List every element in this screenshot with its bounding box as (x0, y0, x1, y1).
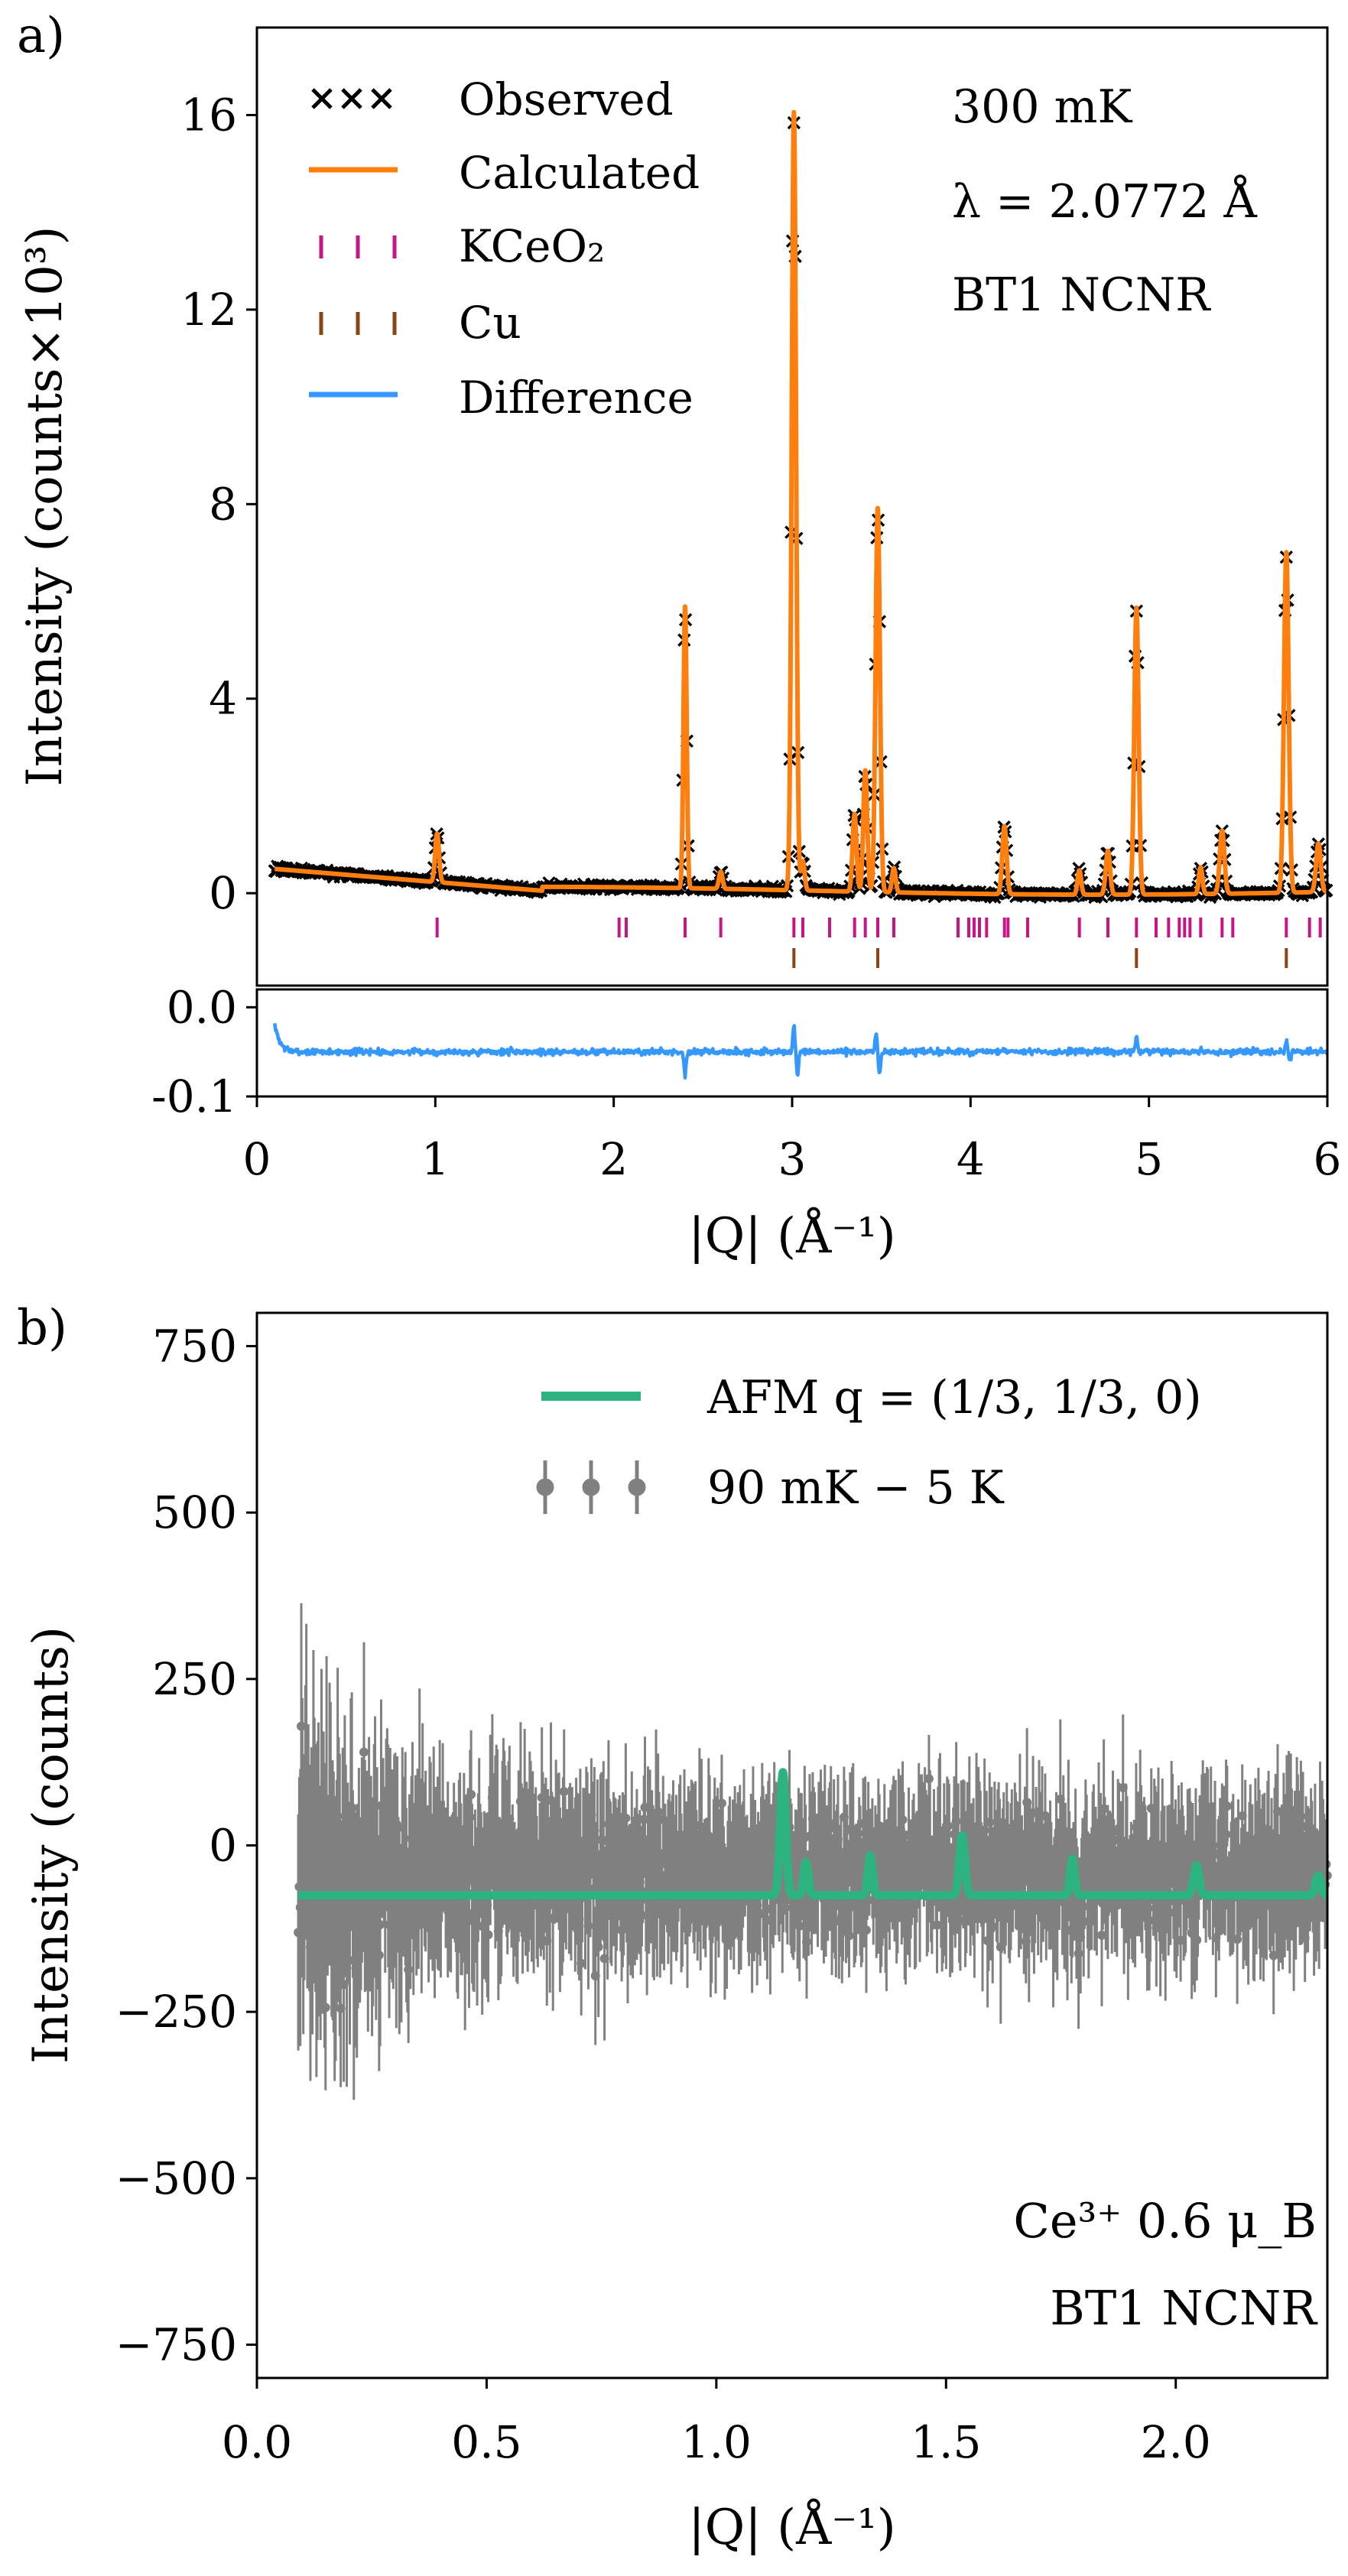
data-point (320, 2003, 330, 2012)
x-tick-label: 2.0 (1141, 2416, 1211, 2468)
observed-markers (268, 115, 1333, 905)
x-tick-label: 0 (243, 1133, 271, 1185)
data-point (559, 1787, 569, 1797)
y-tick-label: 12 (180, 284, 237, 336)
panel-a-diff-yticks: -0.1 0.0 (151, 981, 257, 1122)
panel-b-xticks: 0.0 0.5 1.0 1.5 2.0 (222, 2378, 1211, 2468)
y-tick-label: −500 (115, 2152, 237, 2204)
y-tick-label: 4 (209, 673, 237, 725)
legend-data-label: 90 mK − 5 K (707, 1461, 1005, 1515)
y-tick-label: 0 (209, 1820, 237, 1872)
x-tick-label: 3 (778, 1133, 807, 1185)
annotation-instrument: BT1 NCNR (952, 268, 1211, 322)
y-tick-label: 0.0 (167, 981, 237, 1033)
data-point (1222, 1801, 1232, 1811)
data-point (466, 1790, 476, 1800)
panel-b-ylabel: Intensity (counts) (23, 1626, 80, 2064)
legend-cu-label: Cu (459, 297, 521, 349)
panel-b-data (294, 1603, 1332, 2100)
panel-a-yticks: 0 4 8 12 16 (180, 89, 257, 919)
legend-kceo2-marker (319, 236, 397, 258)
data-point (359, 1747, 369, 1757)
x-tick-label: 1 (421, 1133, 450, 1185)
legend-afm-label: AFM q = (1/3, 1/3, 0) (706, 1371, 1202, 1424)
y-tick-label: 500 (152, 1486, 237, 1538)
data-point (621, 1813, 631, 1823)
panel-b-yticks: −750 −500 −250 0 250 500 750 (115, 1320, 257, 2370)
data-point (861, 1925, 871, 1935)
y-tick-label: 0 (209, 867, 237, 919)
legend-observed-label: Observed (459, 73, 674, 125)
legend-data-marker (536, 1460, 646, 1514)
annotation-instrument-b: BT1 NCNR (1050, 2280, 1318, 2336)
panel-b-annotations: Ce³⁺ 0.6 μ_B BT1 NCNR (1013, 2193, 1318, 2336)
annotation-moment: Ce³⁺ 0.6 μ_B (1013, 2193, 1317, 2249)
panel-a-annotations: 300 mK λ = 2.0772 Å BT1 NCNR (952, 80, 1257, 322)
panel-a-traces (268, 109, 1333, 968)
calculated-line (272, 109, 1330, 898)
panel-a-difference: -0.1 0.0 0 1 2 3 4 5 6 |Q| (Å⁻¹) (151, 981, 1341, 1265)
panel-b: −750 −500 −250 0 250 500 750 0.0 0.5 1.0 1.5 2.0 I… (23, 1311, 1332, 2556)
panel-a-axes-frame (255, 26, 1329, 987)
panel-a-diff-frame (255, 988, 1329, 1098)
legend-kceo2-label: KCeO₂ (459, 220, 605, 272)
legend-cu-marker (319, 312, 397, 335)
panel-b-label: b) (17, 1300, 67, 1356)
x-tick-label: 1.0 (681, 2416, 752, 2468)
x-tick-label: 6 (1314, 1133, 1342, 1185)
panel-a-diff-trace (273, 1022, 1329, 1080)
y-tick-label: 750 (152, 1320, 237, 1372)
panel-b-legend: AFM q = (1/3, 1/3, 0) 90 mK − 5 K (536, 1371, 1202, 1515)
legend-observed-marker (311, 88, 392, 109)
panel-b-xlabel: |Q| (Å⁻¹) (688, 2499, 896, 2556)
difference-data-points (294, 1603, 1332, 2100)
y-tick-label: −250 (115, 1986, 237, 2038)
x-tick-label: 4 (957, 1133, 985, 1185)
y-tick-label: -0.1 (151, 1070, 237, 1122)
y-tick-label: −750 (115, 2318, 237, 2370)
difference-line (273, 1022, 1329, 1080)
panel-a-main: 0 4 8 12 16 Intensity (counts×10³) Observed … (17, 26, 1333, 987)
x-tick-label: 5 (1135, 1133, 1163, 1185)
data-point (483, 1930, 493, 1940)
panel-a-ylabel: Intensity (counts×10³) (17, 226, 73, 787)
panel-a-xticks: 0 1 2 3 4 5 6 (243, 1096, 1342, 1185)
x-tick-label: 1.5 (911, 2416, 981, 2468)
legend-difference-label: Difference (459, 372, 693, 424)
y-tick-label: 250 (152, 1653, 237, 1705)
x-tick-label: 0.0 (222, 2416, 292, 2468)
annotation-temperature: 300 mK (952, 80, 1132, 134)
annotation-wavelength: λ = 2.0772 Å (952, 174, 1257, 229)
y-tick-label: 8 (209, 478, 237, 530)
panel-a-legend: Observed Calculated KCeO₂ Cu Difference (309, 73, 700, 424)
legend-calculated-label: Calculated (459, 147, 700, 199)
panel-a-label: a) (17, 8, 65, 64)
x-tick-label: 0.5 (451, 2416, 521, 2468)
y-tick-label: 16 (180, 89, 237, 141)
x-tick-label: 2 (599, 1133, 628, 1185)
panel-a-xlabel: |Q| (Å⁻¹) (688, 1207, 896, 1265)
